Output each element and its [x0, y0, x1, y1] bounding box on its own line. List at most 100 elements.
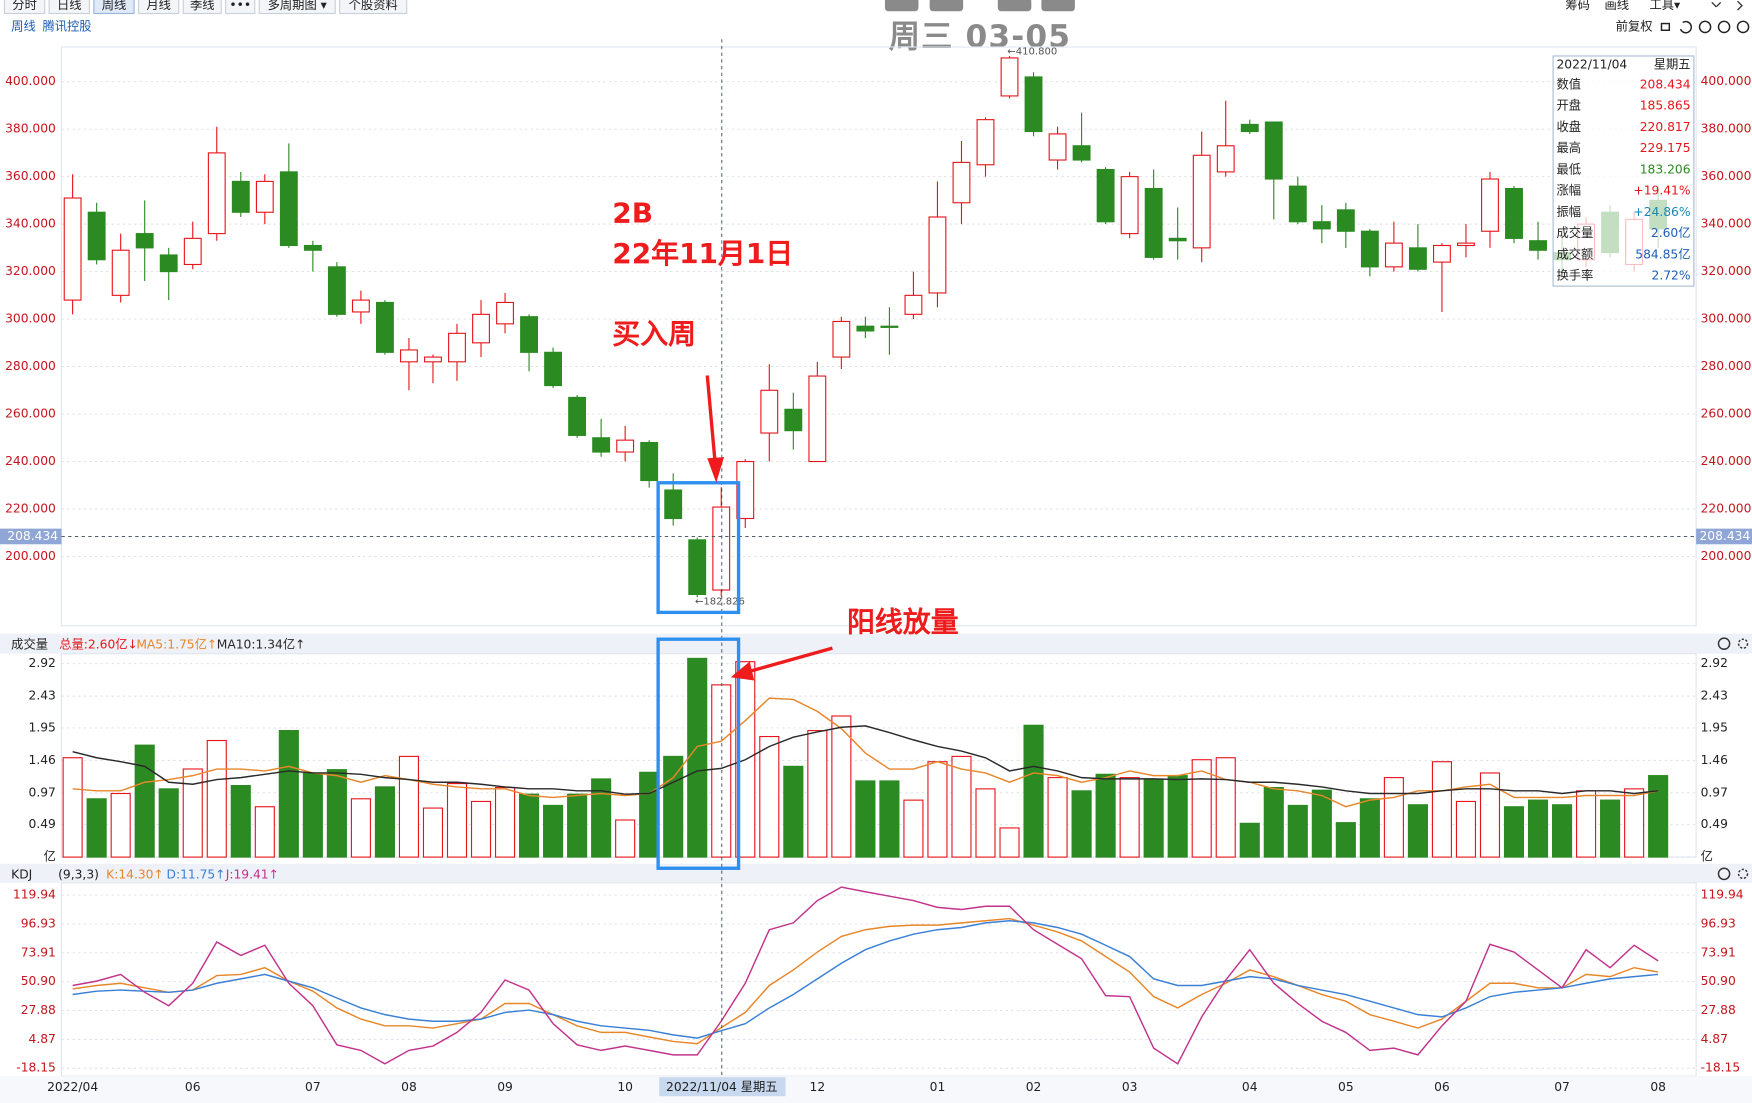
panel-settings[interactable] [1737, 638, 1749, 649]
tab[interactable]: 分时 [3, 0, 46, 15]
volume-bar [999, 827, 1020, 858]
crosshair-value-box [0, 528, 62, 545]
info-value: 185.865 [1640, 99, 1691, 113]
tab[interactable]: 多周期图 ▾ [258, 0, 336, 15]
y-tick-label: 73.91 [21, 945, 56, 959]
candle-body [664, 489, 683, 520]
volume-bar [1551, 804, 1573, 858]
close-icon[interactable] [1736, 20, 1750, 34]
volume-bar [1359, 798, 1380, 858]
candle-body [976, 119, 995, 166]
toolbar-button[interactable]: 画线 [1605, 0, 1630, 12]
x-tick-label: 08 [401, 1080, 417, 1094]
candle-body [87, 211, 106, 261]
close-panel[interactable] [1717, 637, 1731, 650]
x-tick-label: 08 [1650, 1080, 1666, 1094]
volume-bar [446, 783, 468, 858]
volume-bar [855, 780, 876, 858]
x-tick-label: 04 [1242, 1080, 1258, 1094]
tab[interactable]: 个股资料 [339, 0, 408, 15]
more-icon[interactable] [1737, 0, 1743, 11]
candle-body [255, 180, 274, 213]
candle-body [1481, 178, 1499, 232]
indicator-line [72, 725, 1659, 795]
arrow [730, 646, 833, 681]
volume-bar [783, 765, 804, 858]
period-label[interactable]: 周线 [11, 19, 36, 33]
volume-bar [134, 744, 155, 858]
kdj-params[interactable]: (9,3,3) [58, 867, 99, 881]
tab[interactable]: 周线 [93, 0, 135, 15]
volume-bar [687, 657, 708, 858]
toolbar-button[interactable]: 筹码 [1565, 0, 1590, 12]
adjust-mode[interactable]: 前复权 [1616, 18, 1653, 33]
y2-tick-label: 0.97 [1701, 785, 1728, 799]
expand-icon[interactable] [1711, 1, 1722, 8]
close-panel[interactable] [1717, 867, 1731, 881]
info-weekday: 星期五 [1654, 57, 1691, 71]
zoom-in-icon[interactable] [1698, 20, 1712, 34]
candle-body [832, 320, 851, 358]
info-label: 收盘 [1556, 119, 1581, 134]
tab[interactable]: 季线 [182, 0, 222, 15]
indicator-line [72, 917, 1659, 1045]
volume-bar [1479, 772, 1501, 858]
candle-body [952, 161, 971, 204]
candle-body [448, 332, 466, 363]
y2-tick-label: -18.15 [1701, 1061, 1741, 1075]
y-tick-label: 4.87 [29, 1032, 56, 1046]
info-label: 最低 [1556, 162, 1581, 176]
candle-body [1072, 145, 1091, 161]
y2-tick-label: 2.92 [1701, 656, 1728, 670]
crosshair-value: 208.434 [1699, 529, 1750, 543]
panel-settings[interactable] [1737, 868, 1749, 880]
cursor-label: 2022/11/04 星期五 [666, 1080, 778, 1094]
candle-body [904, 294, 923, 315]
tab[interactable]: 日线 [48, 0, 90, 15]
y-tick-label: 400.000 [5, 74, 56, 88]
lock-icon[interactable] [1660, 22, 1671, 31]
candle-body [856, 325, 875, 332]
candle-body [472, 313, 490, 344]
tab[interactable]: ••• [225, 0, 256, 15]
clock-text: 周三 03-05 [889, 19, 1071, 55]
y-tick-label: 50.90 [21, 974, 56, 988]
volume-bar [1624, 788, 1645, 858]
info-value: 584.85亿 [1635, 246, 1690, 261]
undo-icon[interactable] [1679, 20, 1693, 34]
x-tick-label: 07 [305, 1080, 321, 1094]
volume-bar [1239, 822, 1260, 858]
y2-tick-label: 0.49 [1701, 817, 1728, 831]
candle-body [1529, 240, 1547, 251]
stock-name[interactable]: 腾讯控股 [42, 18, 91, 33]
x-tick-label: 09 [497, 1080, 513, 1094]
indicator-line [72, 886, 1659, 1065]
y2-tick-label: 280.000 [1701, 359, 1752, 373]
candle-body [1457, 242, 1475, 247]
candle-body [712, 506, 731, 591]
volume-bar [927, 761, 948, 858]
toolbar-button[interactable]: 工具▾ [1649, 0, 1681, 12]
highlight-box [656, 637, 741, 870]
volume-bar [1311, 789, 1332, 858]
info-value: +19.41% [1633, 184, 1690, 198]
y2-tick-label: 50.90 [1701, 974, 1736, 988]
zoom-out-icon[interactable] [1717, 20, 1731, 34]
volume-bar [1576, 790, 1597, 858]
y-tick-label: 360.000 [5, 169, 56, 183]
candle-body [1408, 247, 1427, 270]
volume-bar [350, 798, 371, 858]
clock-overlay [884, 0, 1075, 12]
annotation: 买入周 [612, 317, 696, 350]
candle-body [880, 325, 899, 328]
volume-bar [1648, 775, 1669, 858]
info-value: 229.175 [1640, 141, 1691, 155]
candle-body [808, 375, 827, 463]
volume-bar [1047, 777, 1068, 858]
volume-bar [1383, 777, 1404, 858]
y-tick-label: 280.000 [5, 359, 56, 373]
info-label: 涨幅 [1556, 183, 1581, 198]
tab-label: 周线 [102, 0, 127, 12]
tab[interactable]: 月线 [137, 0, 180, 15]
y-tick-label: 320.000 [5, 264, 56, 278]
